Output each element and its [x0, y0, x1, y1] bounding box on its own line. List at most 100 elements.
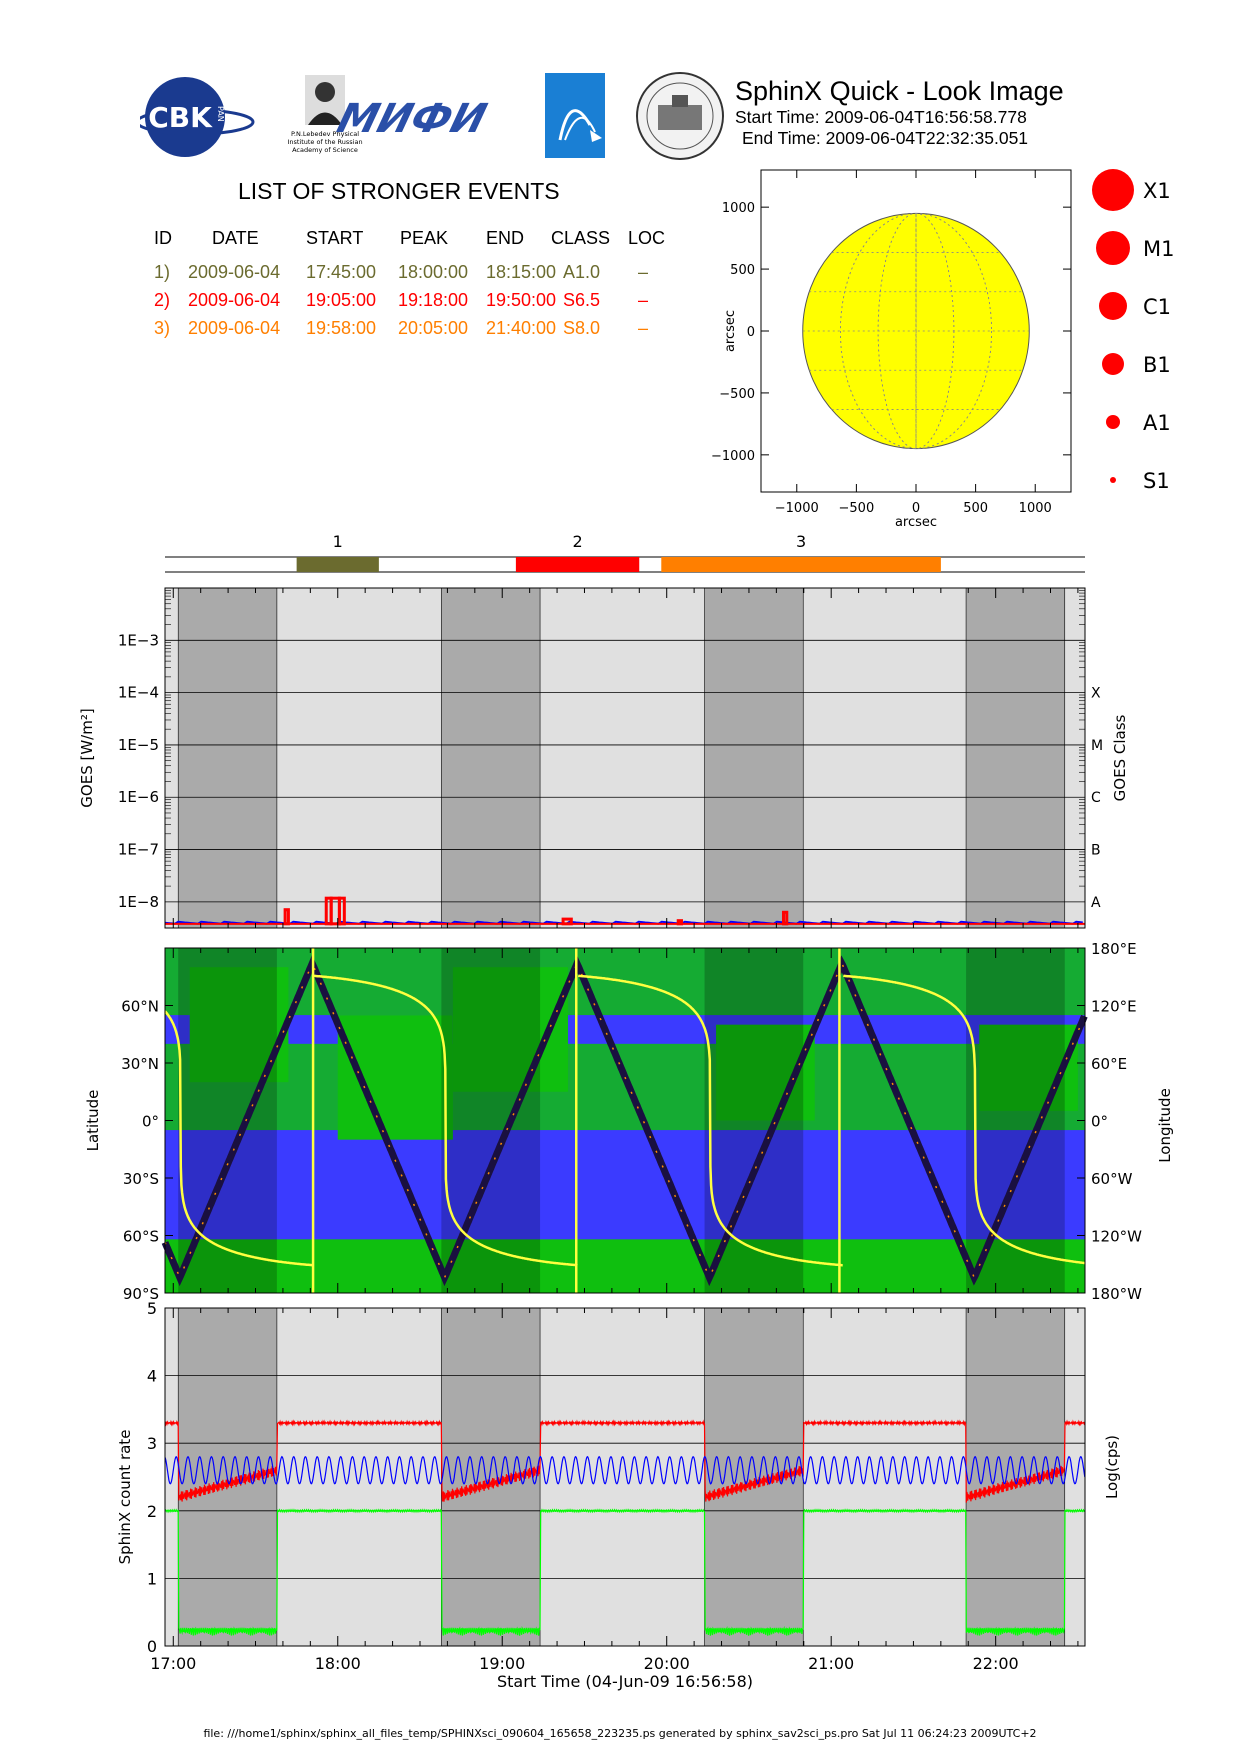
start-time: Start Time: 2009-06-04T16:56:58.778 — [735, 107, 1027, 127]
event-start: 17:45:00 — [306, 262, 377, 282]
legend-marker — [1096, 231, 1130, 265]
sun-y-tick-label: 500 — [730, 263, 755, 278]
orbit-y-tick-label: 30°N — [121, 1055, 159, 1073]
daylight-background — [165, 588, 1085, 928]
goes-red-spike — [337, 896, 346, 926]
legend-marker — [1106, 415, 1120, 429]
institute-logo — [545, 73, 605, 158]
earth-shadow-band — [178, 588, 277, 928]
orbit-y-tick-label: 90°S — [123, 1285, 159, 1303]
orbit-y-tick-label: 30°S — [123, 1170, 159, 1188]
goes-y-tick-label: 1E−7 — [118, 841, 159, 859]
event-loc: – — [638, 262, 649, 282]
orbit-right-tick-label: 120°E — [1091, 998, 1137, 1016]
sun-x-tick-label: 0 — [912, 501, 920, 516]
event-start: 19:05:00 — [306, 290, 377, 310]
end-time: End Time: 2009-06-04T22:32:35.051 — [742, 128, 1029, 148]
legend-marker — [1110, 477, 1116, 483]
orbit-chart: 90°S 60°S 30°S 0° 30°N 60°N 180°W 120°W 60°W 0° 60… — [84, 940, 1174, 1303]
cbk-logo-text: CBK — [148, 101, 213, 134]
sun-map-chart: −1000 −500 0 500 1000 −1000 −500 0 500 1000 arcsec… — [711, 169, 1072, 530]
goes-frame — [164, 587, 1086, 929]
sun-y-tick-label: −500 — [719, 387, 755, 402]
lebedev-logo: P.N.Lebedev Physical Institute of the Ru… — [287, 75, 363, 154]
time-tick-label: 22:00 — [973, 1654, 1019, 1673]
logo-strip: CBK PAN P.N.Lebedev Physical Institute o… — [140, 72, 724, 160]
time-tick-label: 19:00 — [479, 1654, 525, 1673]
event-end: 21:40:00 — [486, 318, 557, 338]
count-rate-chart: 0 1 2 3 4 5 17:00 18:00 19:00 20:00 21:00 22:00 Star… — [116, 1299, 1121, 1691]
orbit-continent — [337, 1015, 453, 1140]
time-tick-label: 18:00 — [315, 1654, 361, 1673]
event-end: 18:15:00 — [486, 262, 557, 282]
event-class: S8.0 — [563, 318, 601, 338]
sun-y-tick-label: −1000 — [711, 449, 755, 464]
observatory-seal-logo — [636, 72, 724, 160]
legend-label: C1 — [1143, 295, 1171, 319]
orbit-y-tick-label: 0° — [142, 1113, 159, 1131]
legend-label: S1 — [1143, 469, 1170, 493]
orbit-right-tick-label: 180°W — [1091, 1285, 1142, 1303]
goes-y-tick-label: 1E−3 — [118, 631, 159, 649]
footer-text: file: ///home1/sphinx/sphinx_all_files_t… — [203, 1727, 1037, 1740]
goes-red-spike — [283, 908, 290, 926]
time-tick-label: 21:00 — [808, 1654, 854, 1673]
events-header-loc: LOC — [628, 228, 666, 248]
legend-label: M1 — [1143, 237, 1174, 261]
event-peak: 20:05:00 — [398, 318, 469, 338]
event-date: 2009-06-04 — [188, 318, 281, 338]
sun-x-tick-label: −500 — [839, 501, 875, 516]
legend-label: X1 — [1143, 179, 1171, 203]
count-y-tick-label: 4 — [147, 1367, 157, 1386]
event-end: 19:50:00 — [486, 290, 557, 310]
event-class: A1.0 — [563, 262, 601, 282]
count-x-axis-label: Start Time (04-Jun-09 16:56:58) — [497, 1672, 753, 1691]
goes-red-spike — [676, 919, 684, 926]
sun-x-tick-label: −1000 — [775, 501, 819, 516]
mifi-logo: МИФИ — [333, 95, 492, 142]
count-series-green — [164, 1508, 1086, 1636]
sun-x-axis-label: arcsec — [895, 515, 937, 530]
event-bar-label: 2 — [572, 532, 582, 551]
orbit-y-axis-label: Latitude — [84, 1090, 102, 1152]
sun-y-tick-label: 0 — [747, 325, 755, 340]
goes-y-tick-label: 1E−4 — [118, 684, 159, 702]
events-header-date: DATE — [212, 228, 259, 248]
events-header-start: START — [306, 228, 364, 248]
event-date: 2009-06-04 — [188, 262, 281, 282]
goes-class-label: A — [1091, 895, 1101, 911]
event-bar-label: 3 — [796, 532, 806, 551]
earth-shadow-band — [441, 588, 541, 928]
events-header-peak: PEAK — [400, 228, 449, 248]
count-series-red — [164, 1419, 1086, 1503]
orbit-right-tick-label: 180°E — [1091, 940, 1137, 958]
count-y-tick-label: 1 — [147, 1569, 157, 1588]
sun-y-axis-label: arcsec — [723, 310, 738, 352]
legend-marker — [1092, 169, 1134, 211]
orbit-y-tick-label: 60°S — [123, 1228, 159, 1246]
page-title: SphinX Quick - Look Image — [735, 76, 1064, 106]
count-y-tick-label: 3 — [147, 1434, 157, 1453]
event-date: 2009-06-04 — [188, 290, 281, 310]
orbit-right-tick-label: 60°W — [1091, 1170, 1133, 1188]
goes-right-axis-label: GOES Class — [1111, 714, 1129, 801]
event-bar-chart: 1 2 3 — [165, 532, 1085, 573]
goes-class-label: C — [1091, 790, 1101, 806]
legend-label: B1 — [1143, 353, 1171, 377]
event-bar-segment — [515, 557, 640, 572]
event-class: S6.5 — [563, 290, 601, 310]
orbit-right-tick-label: 120°W — [1091, 1228, 1142, 1246]
orbit-shadow-band — [441, 948, 541, 1293]
event-bar-label: 1 — [333, 532, 343, 551]
orbit-shadow-band — [704, 948, 804, 1293]
sun-x-tick-label: 1000 — [1019, 501, 1052, 516]
events-header-end: END — [486, 228, 525, 248]
earth-shadow-band — [704, 1308, 804, 1646]
count-y-tick-label: 5 — [147, 1299, 157, 1318]
lebedev-line-3: Academy of Science — [292, 146, 358, 154]
lebedev-line-1: P.N.Lebedev Physical — [291, 130, 359, 138]
events-title: LIST OF STRONGER EVENTS — [238, 178, 560, 204]
mifi-logo-text: МИФИ — [333, 95, 492, 142]
orbit-y-tick-label: 60°N — [121, 998, 159, 1016]
